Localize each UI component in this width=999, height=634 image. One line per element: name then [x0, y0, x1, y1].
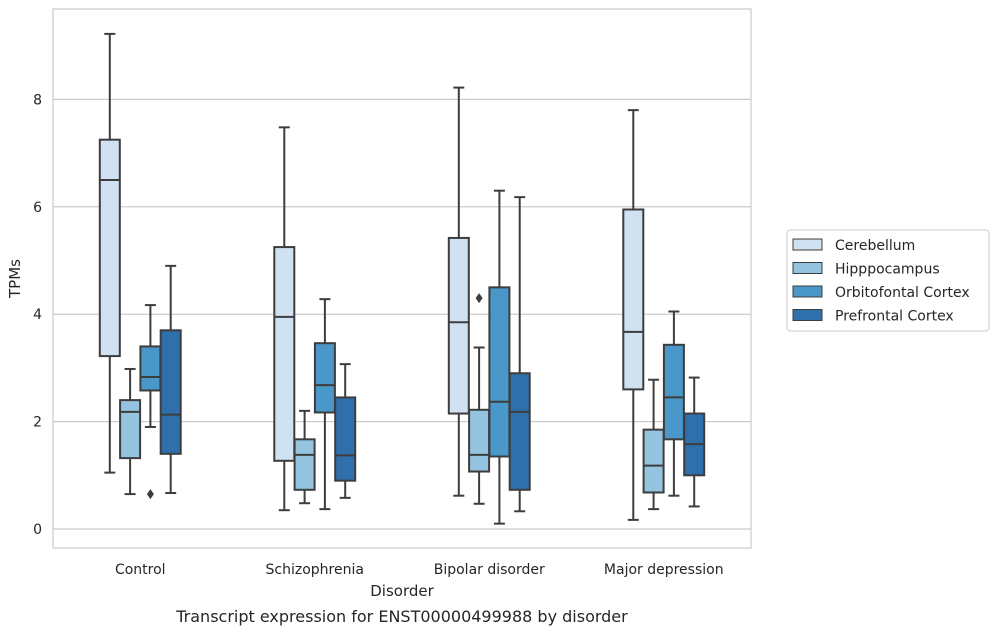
box-iqr — [293, 438, 316, 491]
legend-item-hipppocampus: Hipppocampus — [792, 262, 940, 278]
box-iqr — [468, 408, 491, 473]
y-tick-label-2: 2 — [33, 415, 42, 431]
y-axis-label: TPMs — [6, 259, 24, 299]
legend-swatch — [792, 238, 823, 251]
box-prefrontal-cortex-control — [159, 264, 182, 495]
plot-area-frame — [52, 8, 752, 549]
box-hipppocampus-schizophrenia — [293, 409, 316, 505]
box-iqr — [119, 399, 142, 460]
x-axis-label: Disorder — [370, 582, 434, 600]
legend-label: Orbitofontal Cortex — [835, 285, 970, 301]
x-axis-ticks: Control Schizophrenia Bipolar disorder Majo… — [115, 562, 724, 578]
y-tick-label-8: 8 — [33, 92, 42, 108]
box-hipppocampus-control — [119, 367, 142, 496]
boxes — [98, 32, 706, 525]
legend-item-prefrontal-cortex: Prefrontal Cortex — [792, 309, 954, 325]
box-iqr — [508, 372, 531, 491]
legend-frame — [786, 229, 990, 332]
outlier-point — [475, 293, 483, 304]
box-iqr — [334, 396, 357, 482]
legend: Cerebellum Hipppocampus Orbitofontal Corte… — [786, 229, 990, 332]
box-orbitofontal-cortex-schizophrenia — [313, 298, 336, 511]
box-iqr — [642, 428, 665, 494]
box-orbitofontal-cortex-control — [139, 304, 162, 500]
y-tick-label-6: 6 — [33, 200, 42, 216]
legend-swatch — [792, 262, 823, 274]
legend-swatch — [792, 309, 823, 321]
box-iqr — [447, 236, 470, 415]
box-cerebellum-control — [98, 32, 121, 474]
legend-item-cerebellum: Cerebellum — [792, 238, 915, 254]
box-iqr — [139, 345, 162, 392]
legend-label: Prefrontal Cortex — [835, 309, 954, 325]
box-orbitofontal-cortex-bipolar-disorder — [488, 189, 511, 525]
outlier-point — [146, 489, 154, 500]
box-cerebellum-schizophrenia — [273, 126, 296, 512]
y-axis-ticks: 0 2 4 6 8 — [33, 92, 42, 538]
x-tick-label-schizophrenia: Schizophrenia — [266, 562, 364, 578]
legend-label: Cerebellum — [835, 238, 915, 254]
x-tick-label-bipolar-disorder: Bipolar disorder — [434, 562, 545, 578]
box-orbitofontal-cortex-major-depression — [662, 310, 685, 497]
box-prefrontal-cortex-schizophrenia — [334, 363, 357, 499]
box-iqr — [488, 286, 511, 458]
box-prefrontal-cortex-bipolar-disorder — [508, 196, 531, 513]
y-tick-label-4: 4 — [33, 307, 42, 323]
box-hipppocampus-major-depression — [642, 378, 665, 511]
box-hipppocampus-bipolar-disorder — [468, 293, 491, 505]
y-tick-label-0: 0 — [33, 522, 42, 538]
box-iqr — [159, 329, 182, 455]
chart-caption: Transcript expression for ENST0000049998… — [175, 607, 628, 626]
x-tick-label-control: Control — [115, 562, 166, 578]
box-iqr — [313, 342, 336, 414]
x-tick-label-major-depression: Major depression — [604, 562, 724, 578]
box-iqr — [98, 138, 121, 358]
legend-swatch — [792, 285, 823, 298]
legend-item-orbitofontal-cortex: Orbitofontal Cortex — [792, 285, 970, 301]
legend-label: Hipppocampus — [835, 262, 940, 278]
box-cerebellum-bipolar-disorder — [447, 86, 470, 497]
box-cerebellum-major-depression — [622, 109, 645, 521]
box-iqr — [622, 208, 645, 391]
box-prefrontal-cortex-major-depression — [683, 376, 706, 508]
box-iqr — [662, 343, 685, 441]
box-iqr — [273, 246, 296, 462]
